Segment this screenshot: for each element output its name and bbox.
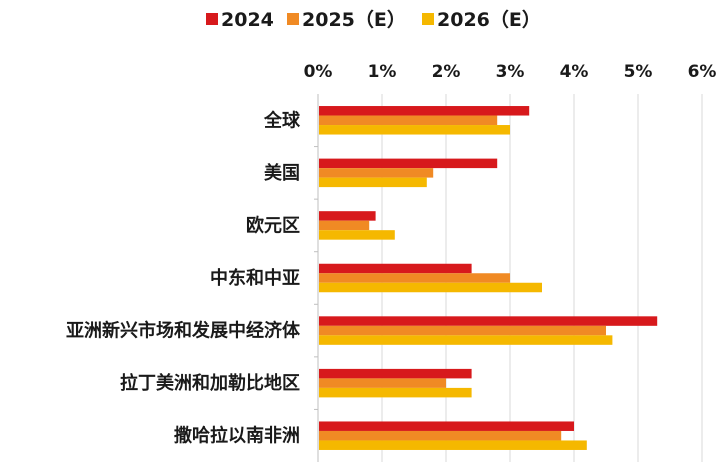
- bar: [319, 115, 498, 126]
- bar: [319, 158, 498, 169]
- bar: [319, 106, 530, 116]
- legend-swatch: [422, 13, 434, 25]
- legend-swatch: [287, 13, 299, 25]
- bar: [319, 378, 446, 388]
- bar: [319, 263, 472, 274]
- bar: [319, 177, 427, 188]
- bar: [319, 325, 606, 336]
- bar: [319, 211, 376, 221]
- bar: [319, 168, 434, 178]
- category-label: 全球: [263, 109, 301, 131]
- category-labels: 全球美国欧元区中东和中亚亚洲新兴市场和发展中经济体拉丁美洲和加勒比地区撒哈拉以南…: [66, 109, 318, 447]
- bar: [319, 440, 587, 450]
- category-label: 亚洲新兴市场和发展中经济体: [66, 320, 301, 342]
- x-tick-label: 3%: [496, 62, 525, 82]
- legend-label: 2026（E）: [437, 8, 541, 31]
- x-tick-label: 6%: [688, 62, 717, 82]
- bar: [319, 220, 370, 231]
- legend: 2024 2025（E） 2026（E）: [206, 8, 541, 31]
- bar: [319, 282, 542, 293]
- bar: [319, 125, 510, 135]
- bar: [319, 421, 574, 431]
- bar: [319, 430, 562, 441]
- legend-label: 2024: [221, 9, 274, 31]
- category-label: 撒哈拉以南非洲: [174, 425, 300, 447]
- bar: [319, 230, 395, 240]
- category-label: 欧元区: [246, 214, 300, 236]
- bar: [319, 335, 613, 345]
- bar: [319, 368, 472, 379]
- legend-label: 2025（E）: [302, 8, 406, 31]
- x-axis-ticks: 0% 1% 2% 3% 4% 5% 6%: [304, 62, 717, 82]
- x-tick-label: 4%: [560, 62, 589, 82]
- bar: [319, 387, 472, 398]
- x-tick-label: 5%: [624, 62, 653, 82]
- x-tick-label: 0%: [304, 62, 333, 82]
- category-label: 美国: [264, 162, 300, 184]
- category-label: 拉丁美洲和加勒比地区: [120, 372, 300, 394]
- bar: [319, 316, 658, 326]
- x-tick-label: 2%: [432, 62, 461, 82]
- bar: [319, 273, 510, 283]
- category-label: 中东和中亚: [210, 267, 300, 289]
- legend-swatch: [206, 13, 218, 25]
- x-tick-label: 1%: [368, 62, 397, 82]
- bars: [319, 106, 658, 450]
